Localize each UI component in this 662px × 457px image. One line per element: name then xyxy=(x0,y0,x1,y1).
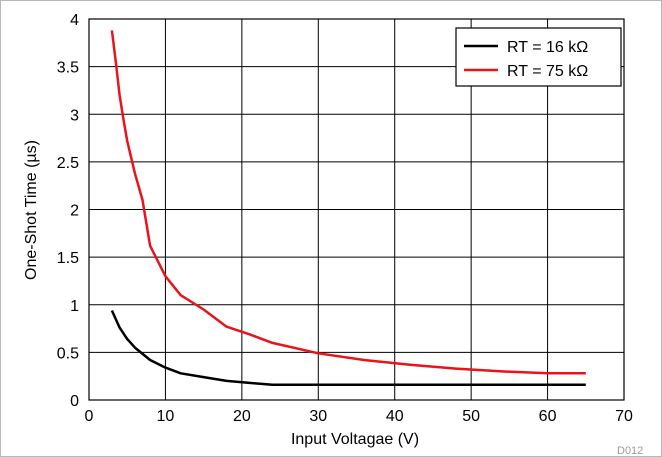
x-tick-label: 60 xyxy=(539,408,557,425)
x-tick-label: 40 xyxy=(386,408,404,425)
y-axis-ticks: 0 0.5 1 1.5 2 2.5 3 3.5 4 xyxy=(57,12,79,410)
legend-box xyxy=(455,27,622,87)
y-tick-label: 0.5 xyxy=(57,345,79,362)
x-tick-label: 70 xyxy=(615,408,633,425)
y-tick-label: 2.5 xyxy=(57,155,79,172)
x-tick-label: 20 xyxy=(233,408,251,425)
y-axis-title: One-Shot Time (µs) xyxy=(23,140,40,280)
figure-id: D012 xyxy=(617,445,643,457)
x-axis-ticks: 0 10 20 30 40 50 60 70 xyxy=(85,408,633,425)
x-axis-title: Input Voltagae (V) xyxy=(291,431,419,448)
y-tick-label: 0 xyxy=(70,393,79,410)
y-tick-label: 2 xyxy=(70,203,79,220)
series-line-0 xyxy=(110,309,586,387)
x-tick-label: 50 xyxy=(462,408,480,425)
x-tick-label: 10 xyxy=(157,408,175,425)
legend: RT = 16 kΩ RT = 75 kΩ xyxy=(455,27,622,87)
y-tick-label: 3.5 xyxy=(57,60,79,77)
y-tick-label: 1.5 xyxy=(57,250,79,267)
x-tick-label: 30 xyxy=(309,408,327,425)
legend-label-rt16: RT = 16 kΩ xyxy=(507,39,588,56)
series-layer xyxy=(110,30,586,387)
plot-area-frame xyxy=(88,18,625,401)
y-tick-label: 4 xyxy=(70,12,79,29)
y-tick-label: 3 xyxy=(70,107,79,124)
legend-label-rt75: RT = 75 kΩ xyxy=(507,63,588,80)
x-tick-label: 0 xyxy=(85,408,94,425)
y-tick-label: 1 xyxy=(70,298,79,315)
series-line-1 xyxy=(110,30,586,375)
